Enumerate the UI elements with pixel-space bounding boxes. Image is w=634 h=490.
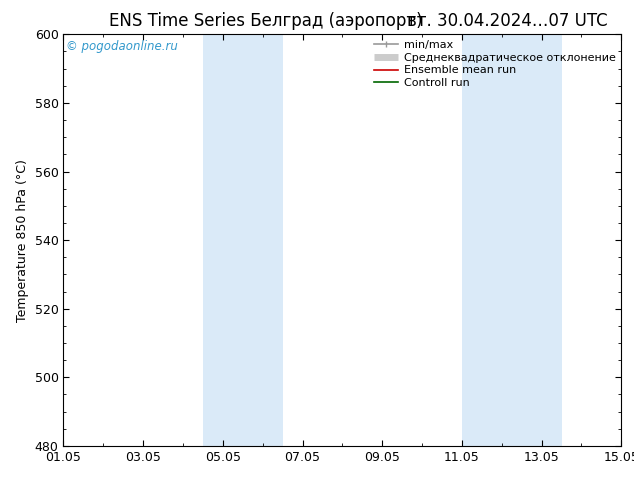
Y-axis label: Temperature 850 hPa (°C): Temperature 850 hPa (°C) (16, 159, 29, 321)
Text: ENS Time Series Белград (аэропорт): ENS Time Series Белград (аэропорт) (110, 12, 423, 30)
Legend: min/max, Среднеквадратическое отклонение, Ensemble mean run, Controll run: min/max, Среднеквадратическое отклонение… (370, 37, 619, 92)
Bar (203, 34, 283, 446)
Text: вт. 30.04.2024…07 UTC: вт. 30.04.2024…07 UTC (407, 12, 607, 30)
Bar (462, 34, 562, 446)
Text: © pogodaonline.ru: © pogodaonline.ru (66, 41, 178, 53)
